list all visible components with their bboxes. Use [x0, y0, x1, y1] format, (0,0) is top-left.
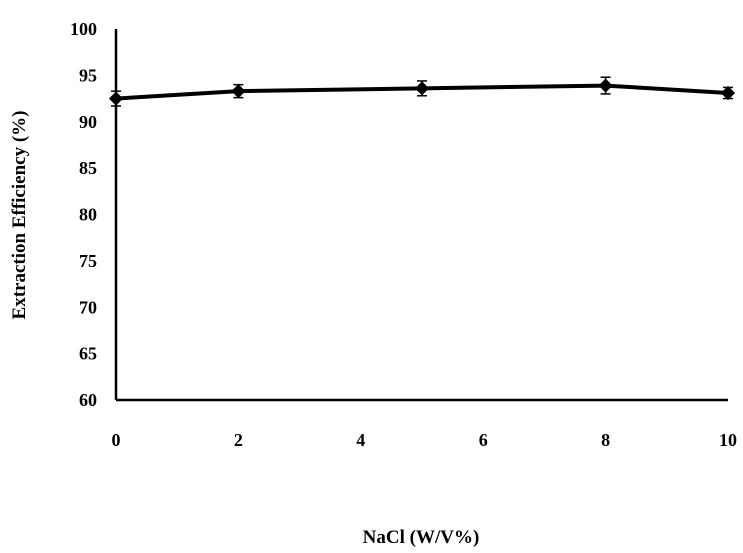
y-tick-label: 95 [79, 65, 97, 85]
series-group [108, 76, 736, 107]
y-tick-label: 65 [79, 344, 97, 364]
data-point [720, 85, 736, 101]
x-tick-label: 8 [601, 430, 610, 450]
y-tick-label: 80 [79, 205, 97, 225]
x-tick-labels: 0 2 4 6 8 10 [112, 430, 738, 450]
data-point [231, 84, 246, 99]
x-tick-label: 0 [112, 430, 121, 450]
y-tick-label: 75 [79, 251, 97, 271]
x-tick-label: 6 [479, 430, 488, 450]
data-point [414, 81, 430, 96]
y-tick-label: 85 [79, 158, 97, 178]
x-tick-label: 2 [234, 430, 243, 450]
data-point [598, 78, 613, 93]
y-tick-label: 90 [79, 112, 97, 132]
y-tick-label: 70 [79, 297, 97, 317]
y-axis-title: Extraction Efficiency (%) [9, 111, 30, 320]
x-axis-title: NaCl (W/V%) [363, 527, 480, 548]
x-tick-label: 4 [356, 430, 365, 450]
y-tick-label: 100 [70, 19, 97, 39]
y-tick-labels: 60 65 70 75 80 85 90 95 100 [70, 19, 97, 410]
data-point [108, 91, 124, 106]
x-tick-label: 10 [719, 430, 737, 450]
y-tick-label: 60 [79, 390, 97, 410]
